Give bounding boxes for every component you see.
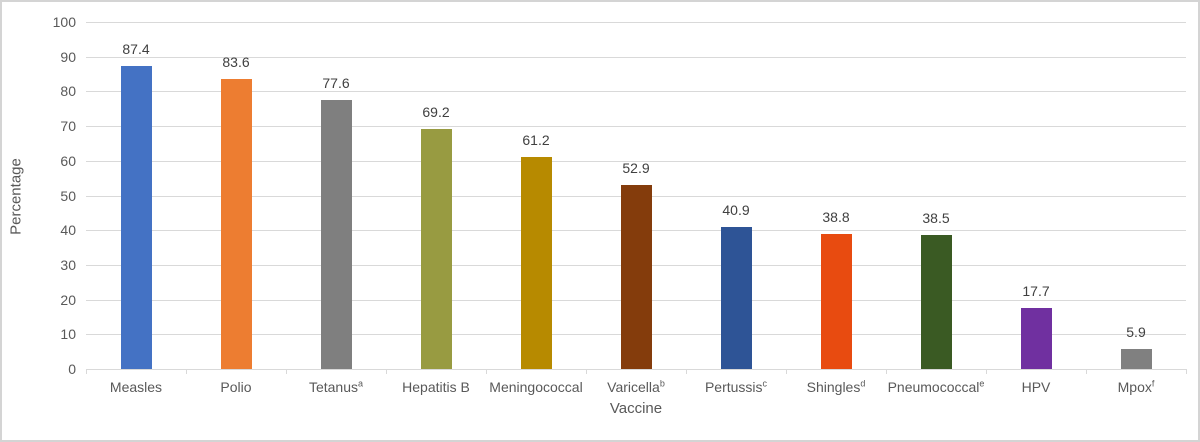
x-axis-tick bbox=[686, 369, 687, 374]
x-axis-tick bbox=[86, 369, 87, 374]
x-axis-tick bbox=[286, 369, 287, 374]
value-label-tetanus: 77.6 bbox=[322, 75, 350, 91]
footnote-marker-f: f bbox=[1151, 378, 1155, 389]
value-label-shingles: 38.8 bbox=[822, 209, 850, 225]
footnote-marker-d: d bbox=[860, 378, 866, 389]
gridline-100 bbox=[86, 22, 1186, 23]
y-tick-label-30: 30 bbox=[60, 257, 76, 273]
x-axis-tick bbox=[186, 369, 187, 374]
bar-mpox bbox=[1121, 349, 1152, 369]
value-label-hpv: 17.7 bbox=[1022, 283, 1050, 299]
footnote-marker-a: a bbox=[358, 378, 364, 389]
footnote-marker-b: b bbox=[659, 378, 665, 389]
category-label-varicella: Varicellab bbox=[607, 378, 665, 395]
y-tick-label-70: 70 bbox=[60, 118, 76, 134]
x-axis-tick bbox=[486, 369, 487, 374]
bar-hpv bbox=[1021, 308, 1052, 369]
value-label-varicella: 52.9 bbox=[622, 160, 650, 176]
bar-varicella bbox=[621, 185, 652, 369]
value-label-mpox: 5.9 bbox=[1126, 324, 1146, 340]
category-label-hepatitis-b: Hepatitis B bbox=[402, 379, 470, 395]
y-tick-label-90: 90 bbox=[60, 49, 76, 65]
x-axis-tick bbox=[986, 369, 987, 374]
category-label-shingles: Shinglesd bbox=[806, 378, 866, 395]
category-label-hpv: HPV bbox=[1021, 379, 1051, 395]
footnote-marker-e: e bbox=[979, 378, 985, 389]
category-label-mpox: Mpoxf bbox=[1117, 378, 1155, 395]
y-tick-label-80: 80 bbox=[60, 83, 76, 99]
footnote-marker-c: c bbox=[762, 378, 768, 389]
category-label-pneumococcal: Pneumococcale bbox=[887, 378, 985, 395]
bar-meningococcal bbox=[521, 157, 552, 369]
x-axis-tick bbox=[586, 369, 587, 374]
value-label-hepatitis-b: 69.2 bbox=[422, 104, 450, 120]
gridline-80 bbox=[86, 91, 1186, 92]
y-tick-label-0: 0 bbox=[68, 361, 76, 377]
bar-pneumococcal bbox=[921, 235, 952, 369]
bar-pertussis bbox=[721, 227, 752, 369]
y-axis-title: Percentage bbox=[7, 158, 25, 235]
y-tick-label-20: 20 bbox=[60, 292, 76, 308]
value-label-meningococcal: 61.2 bbox=[522, 132, 550, 148]
bar-shingles bbox=[821, 234, 852, 369]
gridline-60 bbox=[86, 161, 1186, 162]
category-label-measles: Measles bbox=[109, 379, 163, 395]
x-axis-tick bbox=[386, 369, 387, 374]
y-tick-label-50: 50 bbox=[60, 188, 76, 204]
value-label-pneumococcal: 38.5 bbox=[922, 210, 950, 226]
x-axis-title: Vaccine bbox=[609, 400, 663, 417]
value-label-polio: 83.6 bbox=[222, 54, 250, 70]
x-axis-tick bbox=[1186, 369, 1187, 374]
bar-tetanus bbox=[321, 100, 352, 369]
value-label-pertussis: 40.9 bbox=[722, 202, 750, 218]
y-tick-label-10: 10 bbox=[60, 326, 76, 342]
category-label-pertussis: Pertussisc bbox=[704, 378, 768, 395]
x-axis-line bbox=[86, 369, 1186, 370]
y-tick-label-40: 40 bbox=[60, 222, 76, 238]
value-label-measles: 87.4 bbox=[122, 41, 150, 57]
gridline-70 bbox=[86, 126, 1186, 127]
y-tick-label-60: 60 bbox=[60, 153, 76, 169]
category-label-meningococcal: Meningococcal bbox=[489, 379, 583, 395]
bar-hepatitis-b bbox=[421, 129, 452, 369]
x-axis-tick bbox=[786, 369, 787, 374]
bar-measles bbox=[121, 66, 152, 369]
bar-polio bbox=[221, 79, 252, 369]
gridline-90 bbox=[86, 57, 1186, 58]
category-label-tetanus: Tetanusa bbox=[308, 378, 364, 395]
x-axis-tick bbox=[886, 369, 887, 374]
x-axis-tick bbox=[1086, 369, 1087, 374]
y-tick-label-100: 100 bbox=[52, 14, 76, 30]
category-label-polio: Polio bbox=[220, 379, 252, 395]
